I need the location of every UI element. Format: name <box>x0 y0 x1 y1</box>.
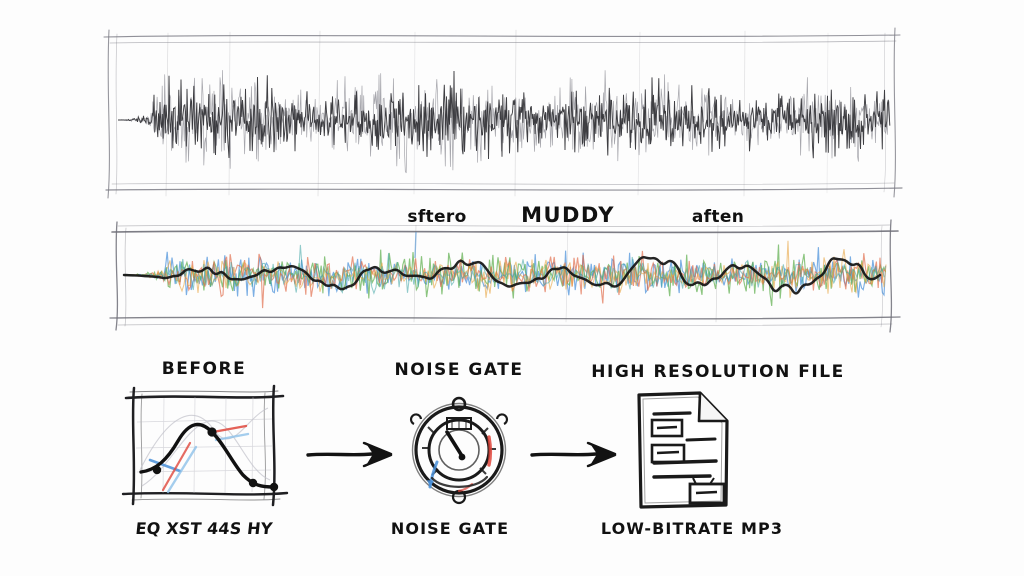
knob-pointer <box>445 430 464 458</box>
eq-accent-lightblue-2 <box>214 432 250 442</box>
annotation-label-0: sftero <box>407 207 467 227</box>
eq-accent-lightblue <box>166 445 198 494</box>
document-fold-corner <box>697 392 727 423</box>
arrow-gate-to-file <box>530 441 617 468</box>
document-thumb-boxes <box>650 418 686 464</box>
document-file-icon[interactable] <box>637 391 729 509</box>
eq-response-curve <box>139 422 276 489</box>
arrow-before-to-gate <box>306 441 393 468</box>
stage-label-noise-gate: NOISE GATE <box>394 360 524 380</box>
raw-waveform-trace <box>118 70 891 174</box>
rotary-knob-icon[interactable] <box>409 396 509 505</box>
eq-accent-red-2 <box>211 424 248 434</box>
eq-control-points[interactable] <box>152 427 279 492</box>
annotation-ticks <box>414 231 417 259</box>
eq-curve-icon[interactable] <box>121 384 289 507</box>
caption-eq-scrawl: EQ XST 44S HY <box>134 519 274 538</box>
caption-low-bitrate-mp3: LOW-BITRATE MP3 <box>600 519 784 538</box>
document-badge-box <box>688 477 726 505</box>
knob-top-nub <box>451 396 467 412</box>
annotation-label-2: aften <box>691 207 745 227</box>
eq-accent-red <box>161 441 192 492</box>
stage-label-before: BEFORE <box>161 359 247 379</box>
stage-label-high-resolution-file: HIGH RESOLUTION FILE <box>591 362 845 382</box>
knob-accent-red <box>487 435 493 467</box>
annotation-label-muddy: MUDDY <box>521 203 615 227</box>
caption-noise-gate: NOISE GATE <box>390 519 510 538</box>
processed-waveform-traces <box>122 240 887 309</box>
